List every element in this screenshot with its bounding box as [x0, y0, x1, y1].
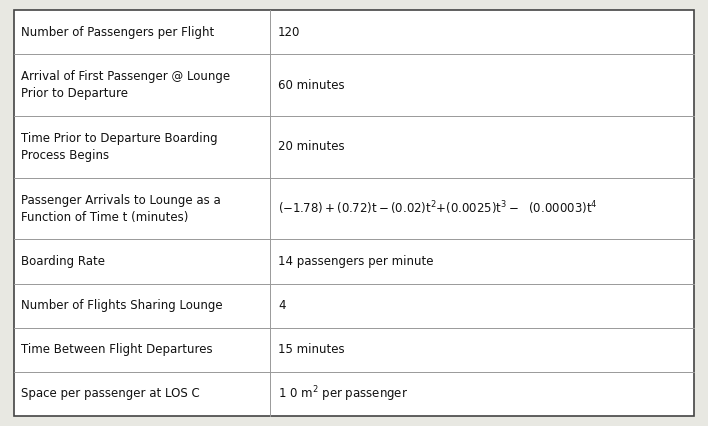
Text: 120: 120 [278, 26, 300, 39]
Text: Number of Flights Sharing Lounge: Number of Flights Sharing Lounge [21, 299, 222, 312]
Text: Arrival of First Passenger @ Lounge
Prior to Departure: Arrival of First Passenger @ Lounge Prio… [21, 70, 230, 100]
Text: Passenger Arrivals to Lounge as a
Function of Time t (minutes): Passenger Arrivals to Lounge as a Functi… [21, 193, 221, 224]
Text: Boarding Rate: Boarding Rate [21, 255, 105, 268]
Text: $\mathrm{1\ 0\ m}^{2}\mathrm{\ per\ passenger}$: $\mathrm{1\ 0\ m}^{2}\mathrm{\ per\ pass… [278, 384, 408, 404]
Text: Space per passenger at LOS C: Space per passenger at LOS C [21, 387, 200, 400]
Text: 14 passengers per minute: 14 passengers per minute [278, 255, 433, 268]
Text: Time Prior to Departure Boarding
Process Begins: Time Prior to Departure Boarding Process… [21, 132, 217, 162]
Text: Time Between Flight Departures: Time Between Flight Departures [21, 343, 212, 356]
Text: Number of Passengers per Flight: Number of Passengers per Flight [21, 26, 215, 39]
Text: 60 minutes: 60 minutes [278, 78, 345, 92]
Text: 20 minutes: 20 minutes [278, 140, 345, 153]
Text: 4: 4 [278, 299, 285, 312]
Text: 15 minutes: 15 minutes [278, 343, 345, 356]
Text: $\mathrm{(-1.78) + (0.72)t} - \mathrm{(0.02)t}^{2}\mathrm{ + (0.0025)t}^{3} -\ \: $\mathrm{(-1.78) + (0.72)t} - \mathrm{(0… [278, 200, 598, 217]
